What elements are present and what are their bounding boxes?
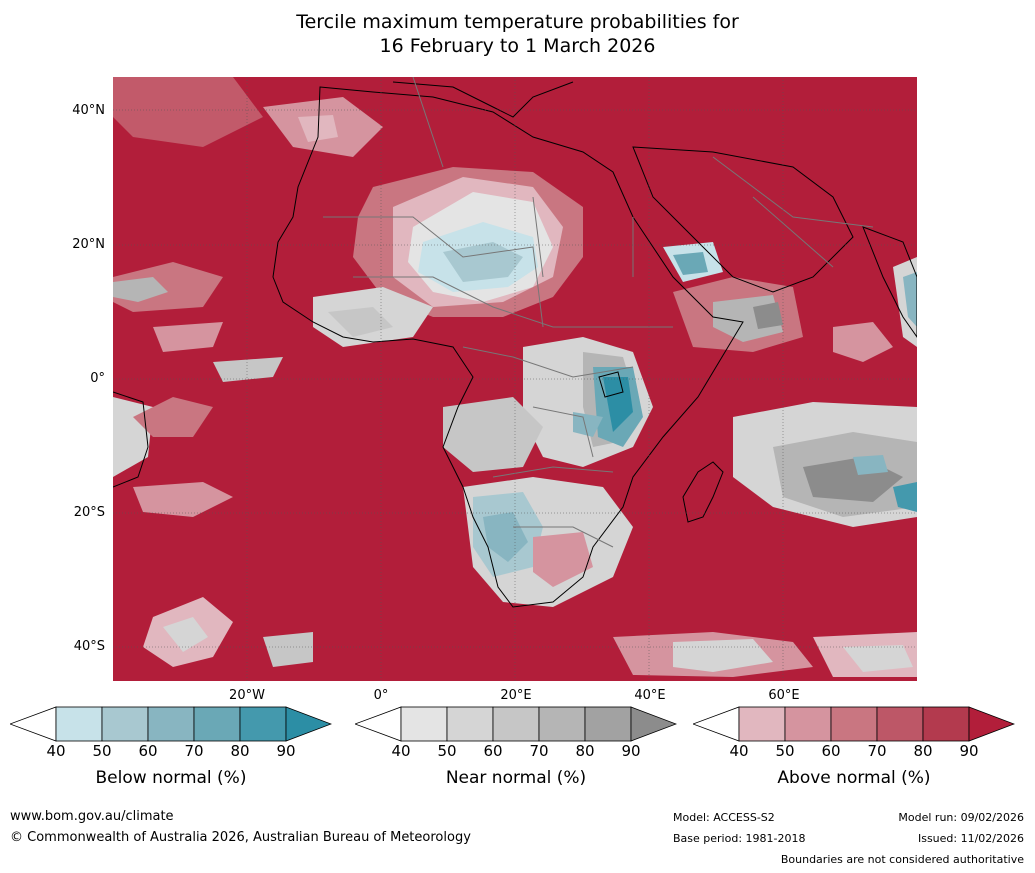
lon-label-60e: 60°E [768,688,800,703]
below-tick-50: 50 [92,742,112,760]
colorbar-above-bin-1 [738,706,786,742]
colorbar-below-max-arrow [285,706,332,742]
near-normal-label: Near normal (%) [445,768,587,788]
above-tick-80: 80 [913,742,933,760]
colorbar-below-min-arrow [10,706,57,742]
colorbar-below-bin-5 [239,706,287,742]
near-tick-70: 70 [529,742,549,760]
colorbar-below-bin-3 [147,706,195,742]
country-boundaries [323,77,874,548]
colorbar-above-min-arrow [693,706,740,742]
title-line-2: 16 February to 1 March 2026 [379,35,656,57]
copyright-text: © Commonwealth of Australia 2026, Austra… [10,830,471,845]
lat-label-20n: 20°N [72,237,105,252]
colorbar-near-max-arrow [630,706,677,742]
issued-date: Issued: 11/02/2026 [917,832,1024,845]
colorbar-near-min-arrow [355,706,402,742]
website-link[interactable]: www.bom.gov.au/climate [10,809,174,824]
colorbar-near-bin-3 [492,706,540,742]
colorbar-above-bin-4 [876,706,924,742]
probability-map [113,77,917,681]
above-tick-40: 40 [729,742,749,760]
near-tick-80: 80 [575,742,595,760]
colorbar-above-bin-3 [830,706,878,742]
above-normal-label: Above normal (%) [777,768,931,788]
colorbar-above-max-arrow [968,706,1015,742]
above-tick-90: 90 [959,742,979,760]
lon-label-20w: 20°W [229,688,265,703]
near-tick-90: 90 [621,742,641,760]
colorbar-below-bin-4 [193,706,241,742]
graticule [113,77,917,681]
lat-label-20s: 20°S [73,505,105,520]
colorbar-below-normal [10,706,332,742]
lon-label-40e: 40°E [634,688,666,703]
near-tick-40: 40 [391,742,411,760]
above-tick-60: 60 [821,742,841,760]
near-tick-60: 60 [483,742,503,760]
coastlines [113,81,917,608]
colorbar-below-bin-1 [55,706,103,742]
lat-label-40n: 40°N [72,103,105,118]
lon-label-20e: 20°E [500,688,532,703]
lat-label-equator: 0° [90,371,105,386]
above-tick-70: 70 [867,742,887,760]
colorbar-near-bin-5 [584,706,632,742]
near-tick-50: 50 [437,742,457,760]
lat-label-40s: 40°S [73,639,105,654]
colorbar-above-bin-5 [922,706,970,742]
below-normal-label: Below normal (%) [95,768,247,788]
boundaries-disclaimer: Boundaries are not considered authoritat… [780,853,1024,866]
chart-title: Tercile maximum temperature probabilitie… [0,10,1035,58]
colorbar-near-bin-4 [538,706,586,742]
model-run-date: Model run: 09/02/2026 [898,811,1024,824]
base-period: Base period: 1981-2018 [673,832,806,845]
colorbar-near-bin-2 [446,706,494,742]
below-tick-40: 40 [46,742,66,760]
above-tick-50: 50 [775,742,795,760]
probability-shading [113,77,917,677]
model-name: Model: ACCESS-S2 [673,811,775,824]
below-tick-70: 70 [184,742,204,760]
colorbar-below-bin-2 [101,706,149,742]
below-tick-60: 60 [138,742,158,760]
lon-label-0: 0° [373,688,389,703]
below-tick-80: 80 [230,742,250,760]
colorbar-above-normal [693,706,1015,742]
below-tick-90: 90 [276,742,296,760]
colorbar-near-bin-1 [400,706,448,742]
title-line-1: Tercile maximum temperature probabilitie… [296,11,739,33]
colorbar-above-bin-2 [784,706,832,742]
colorbar-near-normal [355,706,677,742]
